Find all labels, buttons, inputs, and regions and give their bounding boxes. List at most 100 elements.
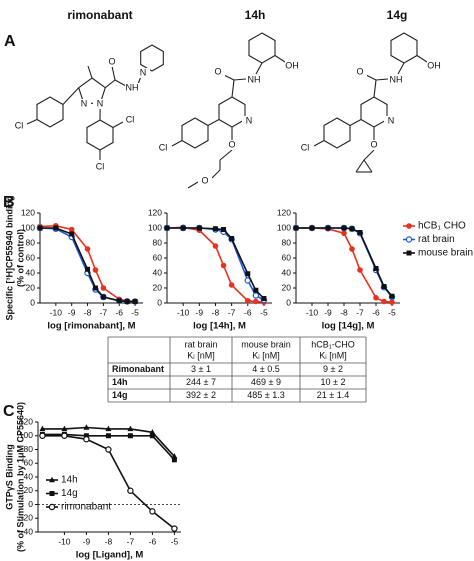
marker <box>212 226 218 232</box>
y-axis-label: GTPγS Binding <box>4 444 14 510</box>
ring <box>78 77 106 104</box>
marker <box>124 299 130 304</box>
marker <box>221 227 227 232</box>
column-unit: Kᵢ [nM] <box>252 350 279 360</box>
y-tick-label: 0 <box>286 297 291 307</box>
x-tick-label: -5 <box>131 307 139 317</box>
atom-label: O <box>370 139 377 149</box>
column-header: mouse brain <box>241 339 291 349</box>
atom-label: OH <box>285 60 299 70</box>
legend-label: mouse brain <box>418 248 473 259</box>
bond <box>87 65 93 79</box>
x-axis-label: log [14h], M <box>193 321 246 332</box>
x-tick-label: -6 <box>372 307 380 317</box>
atom-label: NH <box>126 82 139 92</box>
atom-label: Cl <box>126 114 135 124</box>
compound-name: 14h <box>245 8 266 22</box>
atom-label: O <box>108 56 115 66</box>
marker <box>253 298 259 305</box>
series-line <box>167 227 265 301</box>
atom-label: Cl <box>301 142 310 152</box>
y-tick-label: 120 <box>19 416 33 426</box>
marker <box>212 243 219 249</box>
y-tick-label: 80 <box>24 444 34 454</box>
bond <box>62 87 80 105</box>
ring <box>390 32 418 64</box>
y-tick-label: 60 <box>26 252 36 262</box>
bond <box>233 78 247 81</box>
x-tick-label: -5 <box>171 536 179 546</box>
bond <box>104 79 116 89</box>
panel-label: C <box>3 403 15 420</box>
marker <box>293 225 299 231</box>
marker <box>84 246 91 252</box>
y-tick-label: 40 <box>153 267 163 277</box>
series-line <box>39 224 136 303</box>
atom-label: OH <box>427 60 441 70</box>
marker <box>349 226 355 232</box>
marker <box>149 433 155 439</box>
marker <box>171 457 177 463</box>
y-tick-label: 40 <box>26 267 36 277</box>
y-tick-label: 100 <box>21 222 35 232</box>
y-tick-label: 0 <box>157 297 162 307</box>
atom-bg <box>225 140 239 150</box>
marker <box>406 250 412 256</box>
y-axis-label: Specific [³H]CP55940 binding <box>4 195 14 320</box>
atom-bg <box>247 75 261 85</box>
marker <box>349 246 355 252</box>
marker <box>53 225 59 231</box>
series-line <box>166 226 264 304</box>
atom-bg <box>105 57 119 67</box>
bond <box>363 159 373 173</box>
series-line <box>296 227 393 298</box>
row-label: Rimonabant <box>112 364 164 374</box>
x-tick-label: -8 <box>84 307 92 317</box>
x-tick-label: -7 <box>127 536 135 546</box>
atom-label: NH <box>390 74 403 84</box>
legend-label: rat brain <box>418 234 455 245</box>
atom-bg <box>123 115 137 125</box>
marker <box>389 299 395 306</box>
y-tick-label: 80 <box>26 237 36 247</box>
marker <box>245 271 251 277</box>
marker <box>325 225 331 231</box>
bond <box>207 119 220 126</box>
x-tick-label: -10 <box>50 307 63 317</box>
marker <box>373 294 379 301</box>
marker <box>105 446 112 453</box>
marker <box>220 262 227 269</box>
ring <box>323 117 351 149</box>
ring <box>140 44 164 72</box>
column-unit: Kᵢ [nM] <box>319 350 346 360</box>
bond <box>416 55 428 63</box>
y-tick-label: 100 <box>19 430 33 440</box>
atom-label: N <box>81 98 88 108</box>
bond <box>211 169 221 179</box>
x-tick-label: -7 <box>228 307 236 317</box>
y-tick-label: 20 <box>282 282 292 292</box>
marker <box>149 429 156 435</box>
y-tick-label: 40 <box>24 471 34 481</box>
marker <box>105 433 111 439</box>
table-cell: 485 ± 1.3 <box>247 390 284 400</box>
marker <box>61 425 68 432</box>
atom-bg <box>125 83 139 93</box>
bond <box>375 78 389 81</box>
series-line <box>167 227 265 300</box>
table-cell: 244 ± 7 <box>186 377 216 387</box>
atom-bg <box>93 162 107 172</box>
marker <box>92 267 99 273</box>
marker <box>171 525 178 532</box>
ring <box>360 96 388 128</box>
y-tick-label: 0 <box>28 499 33 509</box>
bond <box>313 140 325 147</box>
marker <box>228 282 235 288</box>
x-tick-label: -8 <box>340 307 348 317</box>
atom-label: NH <box>248 74 261 84</box>
table-cell: 21 ± 1.4 <box>317 390 349 400</box>
bond <box>219 149 233 161</box>
atom-label: O <box>214 66 221 76</box>
